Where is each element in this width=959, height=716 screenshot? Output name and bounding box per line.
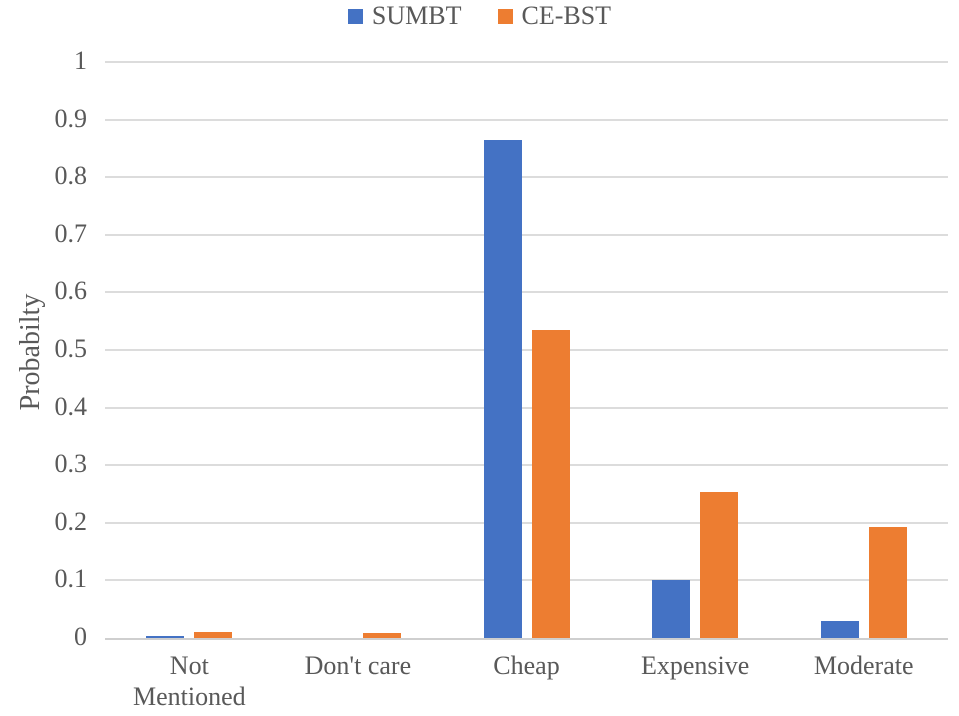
gridline-0.1 — [105, 579, 948, 582]
y-axis-tick-labels: 1 0.9 0.8 0.7 0.6 0.5 0.4 0.3 0.2 0.1 0 — [0, 0, 89, 716]
gridline-1 — [105, 61, 948, 63]
x-axis-category-labels: Not Mentioned Don't care Cheap Expensive Mod… — [105, 650, 948, 714]
y-tick-0.8: 0.8 — [54, 160, 88, 190]
legend-swatch-ce-bst-icon — [497, 8, 513, 24]
legend-item-ce-bst: CE-BST — [497, 1, 612, 30]
bar-ce-bst-don-t-care — [362, 633, 401, 638]
gridline-0.4 — [105, 406, 948, 409]
bar-sumbt-expensive — [652, 580, 691, 638]
y-tick-0: 0 — [74, 621, 87, 651]
gridline-0.5 — [105, 349, 948, 351]
gridline-0.6 — [105, 291, 948, 294]
gridline-0.8 — [105, 176, 948, 179]
bar-ce-bst-not-mentioned — [194, 632, 233, 638]
plot-area — [105, 61, 948, 640]
x-label-cheap: Cheap — [493, 651, 560, 680]
legend-item-sumbt: SUMBT — [347, 1, 462, 30]
gridline-0.9 — [105, 118, 948, 121]
bar-ce-bst-cheap — [531, 329, 570, 638]
gridline-0.2 — [105, 521, 948, 524]
x-label-expensive: Expensive — [640, 651, 750, 680]
bar-sumbt-cheap — [483, 139, 522, 638]
bar-sumbt-not-mentioned — [146, 636, 185, 638]
y-tick-0.1: 0.1 — [54, 564, 88, 594]
y-tick-0.9: 0.9 — [54, 103, 88, 133]
y-tick-0.4: 0.4 — [54, 391, 88, 421]
y-tick-0.6: 0.6 — [54, 276, 88, 306]
legend-label-ce-bst: CE-BST — [521, 1, 612, 30]
legend-label-sumbt: SUMBT — [371, 1, 462, 30]
bar-sumbt-moderate — [820, 620, 859, 638]
gridline-0.7 — [105, 233, 948, 236]
bar-ce-bst-moderate — [868, 527, 907, 638]
x-label-moderate: Moderate — [813, 651, 914, 680]
y-tick-0.5: 0.5 — [54, 333, 88, 363]
legend: SUMBT CE-BST — [0, 2, 959, 30]
bar-ce-bst-expensive — [700, 492, 739, 638]
gridline-0.3 — [105, 464, 948, 467]
x-label-don-t-care: Don't care — [304, 651, 412, 680]
x-label-not-mentioned: Not Mentioned — [132, 651, 246, 711]
y-tick-0.2: 0.2 — [54, 506, 88, 536]
y-tick-0.7: 0.7 — [54, 218, 88, 248]
y-tick-1: 1 — [74, 45, 87, 75]
legend-swatch-sumbt-icon — [347, 8, 363, 24]
y-tick-0.3: 0.3 — [54, 448, 88, 478]
